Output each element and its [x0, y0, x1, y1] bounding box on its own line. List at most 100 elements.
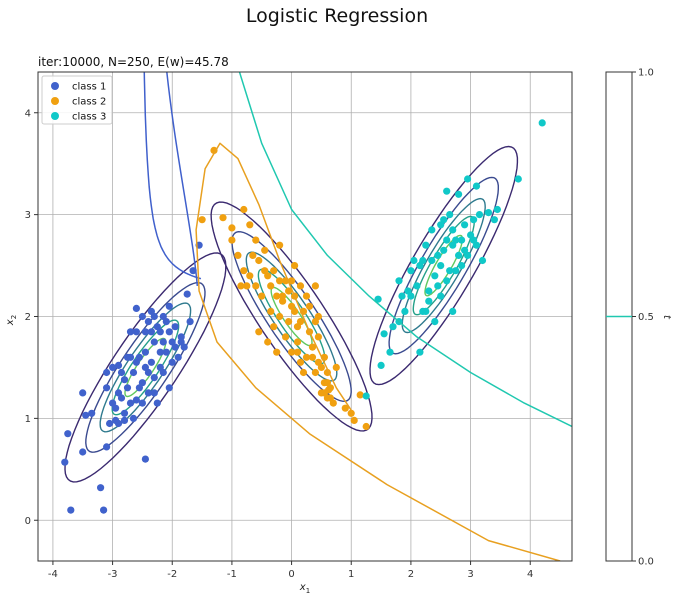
point-class3 — [472, 241, 481, 249]
point-class2 — [243, 282, 251, 290]
point-class3 — [514, 175, 522, 183]
x-tick-label: -4 — [48, 569, 58, 580]
point-class1 — [129, 414, 138, 422]
point-class3 — [493, 205, 501, 214]
point-class3 — [422, 241, 430, 249]
point-class2 — [350, 416, 358, 424]
point-class3 — [443, 277, 451, 285]
point-class1 — [129, 368, 138, 377]
point-class2 — [252, 236, 260, 244]
point-class2 — [261, 246, 269, 254]
point-class2 — [285, 318, 293, 326]
point-class1 — [177, 333, 185, 341]
point-class3 — [389, 323, 397, 331]
point-class1 — [141, 455, 149, 463]
point-class1 — [144, 318, 152, 326]
point-class3 — [449, 226, 457, 234]
point-class2 — [237, 282, 245, 290]
y-axis-label-sub: 2 — [10, 315, 18, 319]
point-class3 — [437, 262, 445, 270]
point-class2 — [273, 292, 281, 300]
point-class2 — [293, 348, 302, 356]
point-class2 — [258, 292, 266, 300]
point-class2 — [296, 358, 305, 366]
point-class1 — [117, 394, 126, 402]
point-class2 — [288, 348, 296, 356]
point-class2 — [279, 292, 287, 300]
point-class3 — [458, 262, 466, 270]
point-class1 — [120, 376, 129, 384]
point-class2 — [296, 282, 305, 290]
point-class2 — [291, 262, 299, 270]
point-class1 — [159, 368, 167, 377]
point-class2 — [246, 221, 254, 229]
point-class3 — [407, 292, 415, 300]
y-axis-label: x2 — [5, 315, 18, 326]
x-tick-label: 4 — [527, 569, 533, 580]
point-class3 — [478, 256, 487, 265]
suptitle: Logistic Regression — [246, 5, 428, 27]
point-class3 — [470, 216, 478, 224]
boundary-blue-upper — [166, 72, 199, 286]
point-class1 — [183, 290, 191, 298]
point-class1 — [150, 389, 158, 397]
point-class1 — [138, 312, 146, 321]
contour-2-level-3 — [245, 251, 338, 382]
point-class3 — [437, 292, 445, 300]
legend-marker-class1 — [51, 82, 59, 90]
point-class2 — [332, 363, 340, 371]
axis-ticks: -4 -3 -2 -1 0 1 2 3 4 0 1 2 3 4 — [25, 108, 534, 580]
point-class2 — [261, 267, 269, 275]
point-class3 — [440, 246, 448, 254]
point-class1 — [153, 399, 161, 407]
point-class2 — [291, 307, 299, 315]
x-tick-label: 0 — [288, 569, 294, 580]
point-class3 — [374, 295, 382, 303]
grid — [38, 72, 572, 561]
point-class3 — [461, 246, 469, 254]
point-class1 — [126, 399, 135, 407]
point-class1 — [79, 448, 87, 456]
point-class3 — [428, 226, 436, 234]
point-class2 — [285, 287, 293, 295]
point-class3 — [475, 211, 484, 219]
point-class2 — [240, 205, 248, 214]
contour-3-level-3 — [401, 197, 486, 334]
contour-1-level-3 — [99, 302, 192, 433]
point-class2 — [288, 277, 296, 285]
point-class3 — [416, 262, 424, 270]
colorbar-tick-label: 0.0 — [638, 557, 654, 568]
point-class1 — [150, 374, 158, 382]
point-class1 — [114, 361, 123, 369]
point-class1 — [162, 348, 170, 356]
point-class3 — [428, 256, 436, 265]
point-class3 — [434, 251, 442, 259]
point-class1 — [109, 399, 117, 407]
point-class1 — [103, 384, 111, 392]
point-class2 — [270, 267, 278, 275]
point-class3 — [401, 307, 409, 315]
point-class1 — [61, 458, 69, 466]
legend: class 1 class 2 class 3 — [41, 75, 113, 125]
boundary-teal — [238, 72, 572, 428]
point-class3 — [461, 221, 469, 229]
y-axis-label-main: x — [5, 319, 16, 326]
decision-boundaries — [143, 72, 572, 561]
point-class2 — [311, 282, 319, 290]
x-tick-label: -3 — [108, 569, 118, 580]
point-class2 — [279, 297, 287, 305]
point-class3 — [446, 211, 454, 219]
point-class1 — [156, 348, 164, 356]
point-class3 — [443, 187, 451, 195]
point-class1 — [64, 430, 72, 438]
point-class2 — [246, 272, 254, 280]
boundary-orange — [195, 142, 561, 561]
point-class1 — [120, 409, 129, 417]
point-class1 — [100, 506, 108, 514]
point-class1 — [141, 363, 149, 371]
point-class3 — [452, 236, 460, 244]
legend-label-class2: class 2 — [72, 97, 106, 108]
point-class3 — [452, 267, 460, 275]
point-class2 — [302, 353, 311, 361]
